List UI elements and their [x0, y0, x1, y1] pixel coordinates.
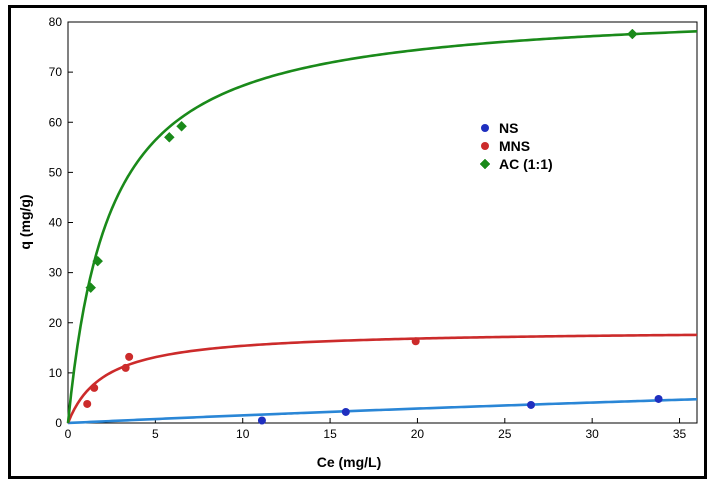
- data-point-mns: [90, 383, 99, 392]
- fit-curves: [66, 30, 698, 425]
- fit-curve-mns: [66, 333, 698, 424]
- plot-area: [67, 21, 698, 424]
- data-point-mns: [83, 399, 92, 408]
- legend-marker-mns: [481, 142, 489, 150]
- x-tick-label: 25: [498, 427, 512, 441]
- x-tick-label: 0: [65, 427, 72, 441]
- data-point-ns: [257, 416, 266, 425]
- y-tick-label: 10: [49, 366, 63, 380]
- y-axis-label: q (mg/g): [17, 194, 33, 249]
- x-tick-label: 20: [411, 427, 425, 441]
- data-points: [83, 28, 663, 425]
- data-point-ac-1-1: [163, 131, 175, 143]
- legend: NS MNS AC (1:1): [479, 120, 553, 172]
- x-tick-label: 30: [585, 427, 599, 441]
- data-point-mns: [125, 352, 134, 361]
- y-tick-label: 50: [49, 165, 63, 179]
- x-tick-label: 10: [236, 427, 250, 441]
- data-point-ac-1-1: [85, 282, 97, 294]
- y-axis: 0 10 20 30 40 50 60 70 80: [49, 15, 73, 430]
- fit-curve-ac-1-1: [66, 30, 698, 424]
- data-point-mns: [121, 363, 130, 372]
- data-point-ns: [527, 400, 536, 409]
- data-point-ns: [341, 407, 350, 416]
- y-tick-label: 40: [49, 216, 63, 230]
- y-tick-label: 80: [49, 15, 63, 29]
- legend-marker-ac-1-1: [479, 158, 491, 170]
- x-tick-label: 35: [673, 427, 687, 441]
- data-point-ac-1-1: [626, 28, 638, 40]
- data-point-mns: [411, 337, 420, 346]
- data-point-ns: [654, 394, 663, 403]
- x-axis-label: Ce (mg/L): [317, 454, 382, 470]
- x-tick-label: 5: [152, 427, 159, 441]
- legend-marker-ns: [481, 124, 489, 132]
- legend-label-ns: NS: [499, 120, 518, 136]
- y-tick-label: 60: [49, 115, 63, 129]
- y-tick-label: 0: [55, 416, 62, 430]
- legend-label-ac-1-1: AC (1:1): [499, 156, 553, 172]
- y-tick-label: 20: [49, 316, 63, 330]
- legend-label-mns: MNS: [499, 138, 530, 154]
- fit-curve-ns: [67, 397, 698, 425]
- x-axis: 0 5 10 15 20 25 30 35: [65, 418, 687, 441]
- data-point-ac-1-1: [92, 255, 104, 267]
- y-tick-label: 70: [49, 65, 63, 79]
- y-tick-label: 30: [49, 266, 63, 280]
- x-tick-label: 15: [323, 427, 337, 441]
- data-point-ac-1-1: [176, 120, 187, 132]
